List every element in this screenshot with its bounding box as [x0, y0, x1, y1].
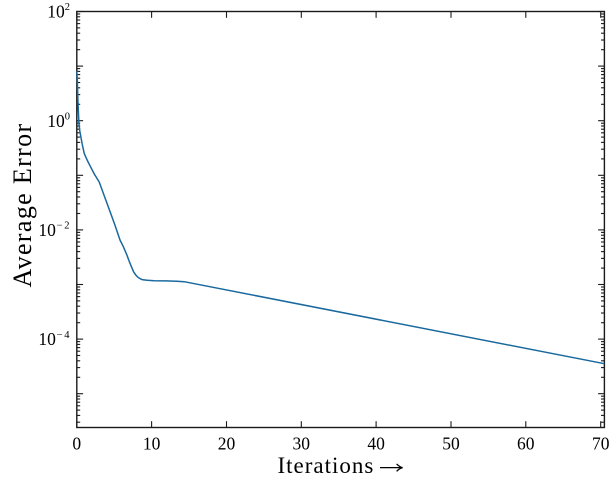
svg-text:70: 70: [592, 433, 610, 453]
svg-text:40: 40: [367, 433, 385, 453]
svg-text:Iterations: Iterations: [278, 453, 375, 478]
svg-text:10−4: 10− 4: [38, 329, 70, 349]
svg-text:0: 0: [72, 433, 81, 453]
svg-text:10−2: 10− 2: [38, 220, 69, 240]
svg-text:102: 102: [47, 2, 70, 22]
svg-text:Average Error: Average Error: [8, 122, 37, 287]
svg-text:100: 100: [47, 111, 70, 131]
svg-text:50: 50: [442, 433, 460, 453]
svg-text:10: 10: [143, 433, 161, 453]
svg-text:30: 30: [293, 433, 311, 453]
svg-text:60: 60: [517, 433, 535, 453]
svg-text:20: 20: [218, 433, 236, 453]
